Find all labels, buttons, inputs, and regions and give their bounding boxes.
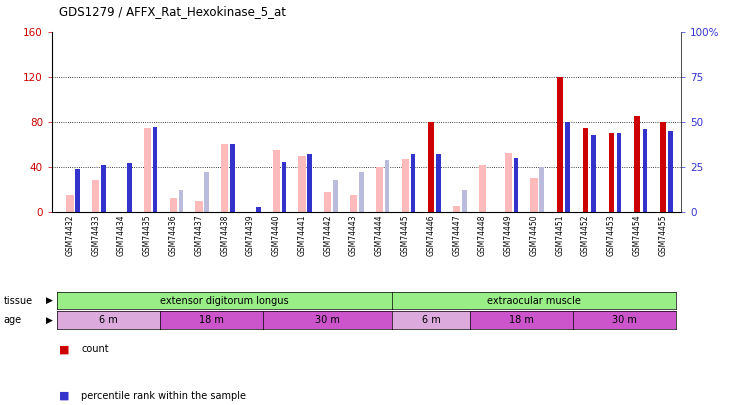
Text: 30 m: 30 m — [315, 315, 340, 325]
Bar — [75, 169, 80, 212]
Bar — [101, 165, 106, 212]
Bar — [230, 143, 235, 212]
Bar — [273, 150, 280, 212]
Bar — [591, 134, 596, 212]
Bar — [583, 128, 588, 212]
Text: extraocular muscle: extraocular muscle — [487, 296, 581, 306]
Text: 6 m: 6 m — [422, 315, 440, 325]
Bar — [256, 207, 260, 212]
Bar — [153, 128, 157, 212]
Bar — [281, 162, 287, 212]
Text: 18 m: 18 m — [509, 315, 534, 325]
Text: 30 m: 30 m — [612, 315, 637, 325]
Text: ■: ■ — [59, 344, 69, 354]
Bar — [514, 158, 518, 212]
Bar — [479, 165, 486, 212]
Bar — [350, 195, 357, 212]
Bar — [635, 116, 640, 212]
Bar — [514, 158, 518, 212]
Bar — [411, 154, 415, 212]
Text: 6 m: 6 m — [99, 315, 118, 325]
Bar — [178, 190, 183, 212]
Bar — [325, 192, 331, 212]
Bar — [67, 195, 74, 212]
Bar — [333, 179, 338, 212]
Bar — [617, 133, 621, 212]
Bar — [205, 173, 209, 212]
Bar — [401, 159, 409, 212]
Text: tissue: tissue — [4, 296, 33, 306]
Text: GDS1279 / AFFX_Rat_Hexokinase_5_at: GDS1279 / AFFX_Rat_Hexokinase_5_at — [59, 5, 287, 18]
Bar — [376, 167, 383, 212]
Text: ▶: ▶ — [46, 316, 53, 325]
Bar — [221, 145, 228, 212]
Bar — [504, 153, 512, 212]
Bar — [359, 173, 363, 212]
Bar — [531, 178, 538, 212]
Bar — [565, 122, 570, 212]
Bar — [539, 167, 544, 212]
Bar — [609, 133, 614, 212]
Bar — [385, 160, 390, 212]
Bar — [308, 154, 312, 212]
Bar — [127, 163, 132, 212]
Bar — [92, 181, 99, 212]
Text: extensor digitorum longus: extensor digitorum longus — [160, 296, 289, 306]
Bar — [75, 169, 80, 212]
Bar — [153, 128, 157, 212]
Text: age: age — [4, 315, 22, 325]
Text: ■: ■ — [59, 391, 69, 401]
Bar — [436, 154, 441, 212]
Bar — [643, 129, 647, 212]
Bar — [298, 156, 306, 212]
Bar — [144, 128, 151, 212]
Bar — [462, 190, 467, 212]
Bar — [668, 131, 673, 212]
Bar — [660, 122, 666, 212]
Text: ▶: ▶ — [46, 296, 53, 305]
Bar — [195, 201, 202, 212]
Bar — [453, 206, 461, 212]
Bar — [127, 163, 132, 212]
Text: percentile rank within the sample: percentile rank within the sample — [81, 391, 246, 401]
Bar — [428, 122, 433, 212]
Bar — [256, 207, 260, 212]
Bar — [170, 198, 177, 212]
Bar — [557, 77, 563, 212]
Text: 18 m: 18 m — [200, 315, 224, 325]
Text: count: count — [81, 344, 109, 354]
